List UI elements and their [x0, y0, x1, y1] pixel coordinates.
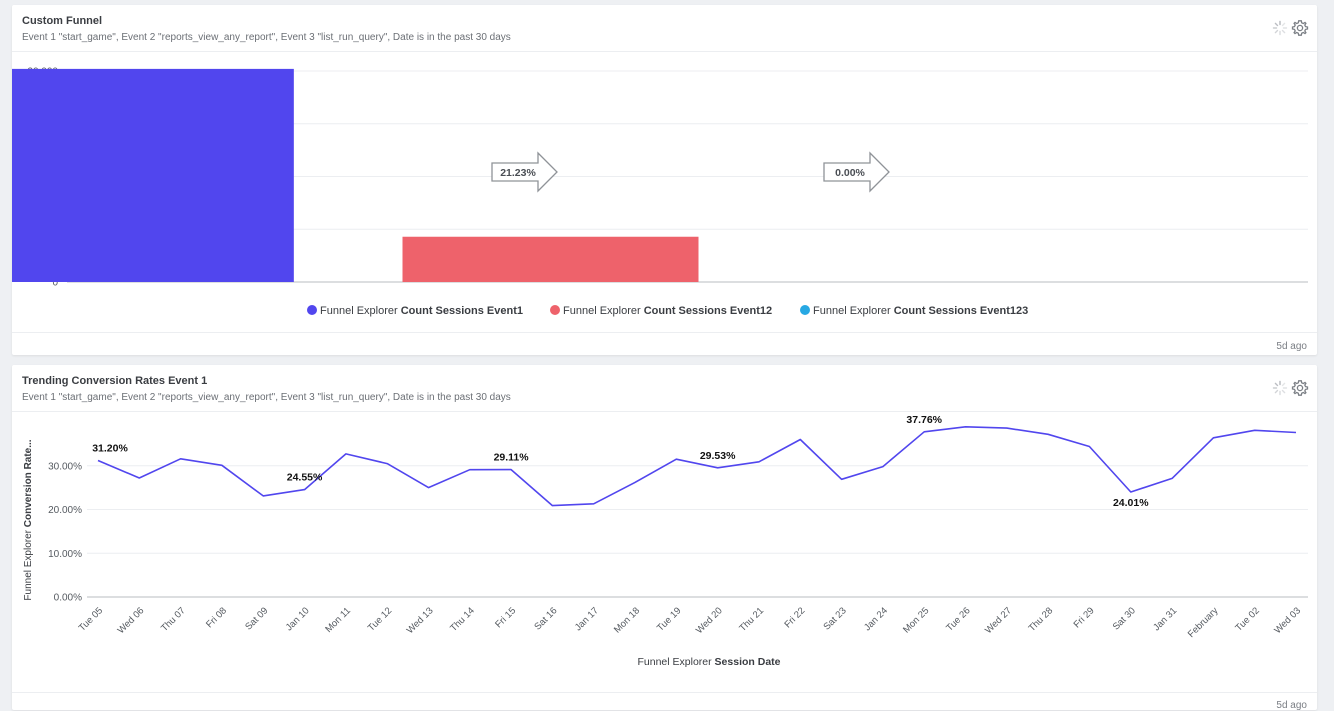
point-label: 37.76%	[906, 414, 942, 426]
panel-title: Custom Funnel	[22, 15, 103, 27]
legend-label: Funnel Explorer Count Sessions Event123	[813, 305, 1028, 317]
updated-timestamp: 5d ago	[1276, 700, 1307, 711]
x-tick-label: Jan 10	[284, 605, 312, 633]
x-tick-label: Sat 16	[532, 605, 559, 632]
x-tick-label: Tue 19	[655, 605, 683, 633]
conversion-rate-line	[97, 426, 1297, 507]
legend-item[interactable]: Funnel Explorer Count Sessions Event1	[307, 305, 523, 317]
x-tick-label: Thu 07	[159, 605, 188, 634]
y-tick-label: 20.00%	[48, 505, 82, 516]
point-label: 31.20%	[92, 443, 128, 455]
x-tick-label: Thu 21	[737, 605, 766, 634]
funnel-bar	[12, 68, 294, 282]
x-tick-label: Fri 15	[493, 605, 518, 630]
conversion-arrow: 21.23%	[491, 151, 558, 193]
custom-funnel-panel: Custom Funnel Event 1 "start_game", Even…	[12, 5, 1317, 355]
x-tick-label: Mon 18	[612, 605, 642, 635]
legend-swatch	[307, 305, 317, 315]
arrow-shape	[491, 151, 558, 193]
x-tick-label: Jan 24	[862, 605, 890, 633]
x-tick-label: Mon 25	[901, 605, 931, 635]
x-tick-label: Wed 27	[983, 605, 1014, 636]
x-tick-label: Tue 12	[366, 605, 394, 633]
loading-spinner-icon	[1272, 20, 1288, 36]
x-tick-label: Wed 20	[694, 605, 725, 636]
legend-item[interactable]: Funnel Explorer Count Sessions Event12	[550, 305, 772, 317]
x-tick-label: Thu 14	[448, 605, 477, 634]
y-tick-label: 30.00%	[48, 461, 82, 472]
legend-label: Funnel Explorer Count Sessions Event12	[563, 305, 772, 317]
x-tick-label: Sat 23	[822, 605, 849, 632]
legend-swatch	[550, 305, 560, 315]
x-tick-label: Wed 06	[116, 605, 147, 636]
panel-subtitle: Event 1 "start_game", Event 2 "reports_v…	[22, 392, 511, 403]
legend-item[interactable]: Funnel Explorer Count Sessions Event123	[800, 305, 1028, 317]
legend-label: Funnel Explorer Count Sessions Event1	[320, 305, 523, 317]
loading-spinner-icon	[1272, 380, 1288, 396]
x-tick-label: Tue 26	[944, 605, 972, 633]
panel-title: Trending Conversion Rates Event 1	[22, 375, 208, 387]
gear-icon[interactable]	[1291, 19, 1309, 37]
x-tick-label: Sat 09	[243, 605, 270, 632]
x-tick-label: Tue 05	[77, 605, 105, 633]
x-tick-label: Fri 08	[204, 605, 229, 630]
gear-icon[interactable]	[1291, 379, 1309, 397]
x-tick-label: Jan 17	[573, 605, 601, 633]
x-tick-label: Wed 03	[1272, 605, 1303, 636]
x-tick-label: Fri 22	[782, 605, 807, 630]
x-tick-label: Wed 13	[405, 605, 436, 636]
arrow-shape	[823, 151, 890, 193]
y-tick-label: 10.00%	[48, 549, 82, 560]
conversion-line-chart: 0.00% 10.00% 20.00% 30.00% 31.20% 24.55% 29.11…	[23, 414, 1308, 668]
x-axis-label: Funnel Explorer Session Date	[638, 656, 781, 668]
conversion-arrow: 0.00%	[823, 151, 890, 193]
x-tick-label: Mon 11	[323, 605, 353, 635]
point-label: 24.55%	[287, 472, 323, 484]
legend-swatch	[800, 305, 810, 315]
x-tick-label: Tue 02	[1233, 605, 1261, 633]
x-tick-label: Fri 29	[1072, 605, 1097, 630]
funnel-bar	[402, 236, 699, 282]
point-label: 24.01%	[1113, 497, 1149, 509]
funnel-bar-chart: 05,00010,00015,00020,00021.23%0.00%Funne…	[12, 67, 1308, 317]
conversion-label: 0.00%	[835, 167, 865, 179]
y-tick-label: 0.00%	[54, 593, 82, 604]
y-tick-label: 0	[52, 278, 58, 289]
x-tick-label: Jan 31	[1151, 605, 1179, 633]
point-label: 29.53%	[700, 450, 736, 462]
conversion-label: 21.23%	[500, 167, 536, 179]
x-tick-label: Thu 28	[1027, 605, 1056, 634]
x-tick-label: Sat 30	[1111, 605, 1138, 632]
updated-timestamp: 5d ago	[1276, 341, 1307, 352]
y-axis-label: Funnel Explorer Conversion Rate...	[23, 439, 34, 600]
point-label: 29.11%	[494, 452, 530, 464]
panel-subtitle: Event 1 "start_game", Event 2 "reports_v…	[22, 32, 511, 43]
x-tick-label: February	[1186, 605, 1221, 640]
trending-conversion-panel: Trending Conversion Rates Event 1 Event …	[12, 365, 1317, 711]
